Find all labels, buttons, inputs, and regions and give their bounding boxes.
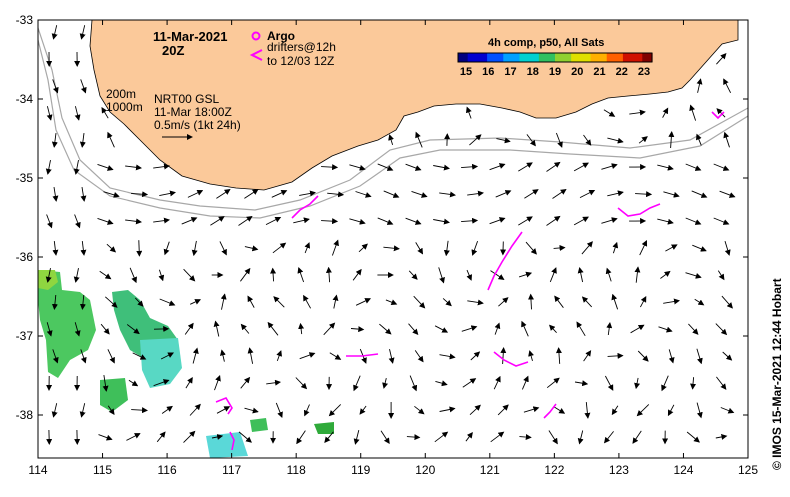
x-tick-label: 119 (351, 463, 370, 477)
sst-patch-tiny (250, 418, 268, 432)
colorbar-tick-label: 21 (593, 66, 605, 78)
x-tick-label: 123 (609, 463, 629, 477)
x-tick-label: 122 (544, 463, 564, 477)
depth-label-1000m: 1000m (106, 100, 143, 114)
x-tick-label: 124 (673, 463, 693, 477)
colorbar-tick-label: 16 (482, 66, 494, 78)
colorbar-tick-label: 23 (638, 66, 650, 78)
x-tick-label: 116 (158, 463, 177, 477)
colorbar-tick-label: 15 (460, 66, 472, 78)
colorbar-tick-label: 17 (504, 66, 516, 78)
colorbar-tick-label: 18 (527, 66, 539, 78)
colorbar-tick-label: 19 (549, 66, 561, 78)
current-vector (139, 240, 140, 256)
drifters-to-label: to 12/03 12Z (267, 54, 334, 68)
x-tick-label: 125 (738, 463, 758, 477)
y-tick-label: -35 (16, 171, 34, 185)
colorbar: 15 16 17 18 19 20 21 22 23 (458, 53, 653, 78)
y-tick-label: -36 (16, 250, 34, 264)
product-time: 11-Mar 18:00Z (154, 105, 232, 119)
x-tick-label: 118 (287, 463, 306, 477)
scale-label: 0.5m/s (1kt 24h) (154, 118, 241, 132)
y-tick-label: -38 (16, 408, 34, 422)
time-title: 20Z (162, 43, 184, 58)
x-tick-label: 120 (415, 463, 435, 477)
credit-text: © IMOS 15-Mar-2021 12:44 Hobart (770, 278, 784, 470)
x-tick-label: 115 (93, 463, 112, 477)
drifters-label: drifters@12h (267, 40, 336, 54)
y-tick-label: -33 (16, 13, 34, 27)
x-tick-label: 121 (480, 463, 500, 477)
depth-label-200m: 200m (106, 87, 136, 101)
x-tick-label: 117 (222, 463, 241, 477)
y-tick-label: -34 (16, 92, 34, 106)
date-title: 11-Mar-2021 (153, 29, 227, 44)
colorbar-title: 4h comp, p50, All Sats (488, 37, 604, 49)
product-label: NRT00 GSL (154, 92, 219, 106)
x-tick-label: 114 (28, 463, 47, 477)
colorbar-tick-label: 20 (571, 66, 583, 78)
y-tick-label: -37 (16, 329, 34, 343)
colorbar-tick-label: 22 (616, 66, 628, 78)
